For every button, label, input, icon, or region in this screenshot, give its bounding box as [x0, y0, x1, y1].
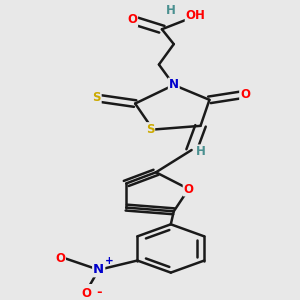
Text: H: H [196, 146, 206, 158]
Text: N: N [169, 79, 179, 92]
Text: O: O [240, 88, 250, 101]
Text: H: H [166, 4, 176, 17]
Text: +: + [105, 256, 114, 266]
Text: -: - [96, 286, 101, 298]
Text: S: S [92, 92, 101, 104]
Text: O: O [127, 14, 137, 26]
Text: OH: OH [186, 9, 206, 22]
Text: S: S [146, 123, 154, 136]
Text: O: O [82, 287, 92, 300]
Text: N: N [93, 263, 104, 276]
Text: O: O [55, 252, 65, 265]
Text: O: O [184, 182, 194, 196]
